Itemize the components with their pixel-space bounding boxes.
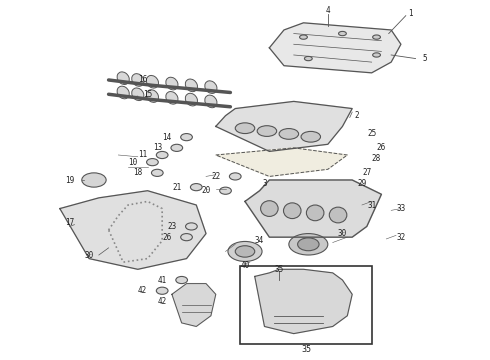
Text: 26: 26 bbox=[162, 233, 171, 242]
Ellipse shape bbox=[299, 35, 307, 39]
Ellipse shape bbox=[329, 207, 347, 223]
Text: 28: 28 bbox=[372, 154, 381, 163]
Ellipse shape bbox=[279, 129, 298, 139]
Polygon shape bbox=[216, 102, 352, 152]
Ellipse shape bbox=[147, 90, 158, 102]
Text: 14: 14 bbox=[162, 132, 171, 141]
Text: 35: 35 bbox=[301, 345, 311, 354]
Ellipse shape bbox=[228, 242, 262, 261]
Ellipse shape bbox=[117, 72, 129, 85]
Ellipse shape bbox=[373, 53, 380, 57]
Text: 40: 40 bbox=[241, 261, 249, 270]
Ellipse shape bbox=[304, 57, 312, 61]
Text: 31: 31 bbox=[367, 201, 376, 210]
Ellipse shape bbox=[373, 35, 380, 39]
Polygon shape bbox=[60, 191, 206, 269]
Ellipse shape bbox=[284, 301, 313, 316]
Ellipse shape bbox=[301, 131, 320, 142]
Ellipse shape bbox=[147, 158, 158, 166]
Ellipse shape bbox=[117, 86, 129, 99]
Text: 29: 29 bbox=[357, 179, 367, 188]
Ellipse shape bbox=[191, 184, 202, 191]
Ellipse shape bbox=[156, 152, 168, 158]
Ellipse shape bbox=[339, 31, 346, 36]
Polygon shape bbox=[216, 148, 347, 176]
Ellipse shape bbox=[235, 246, 255, 257]
Text: 34: 34 bbox=[255, 236, 264, 245]
Ellipse shape bbox=[82, 173, 106, 187]
Ellipse shape bbox=[272, 294, 325, 323]
Text: 5: 5 bbox=[423, 54, 428, 63]
Text: 42: 42 bbox=[158, 297, 167, 306]
Polygon shape bbox=[255, 269, 352, 334]
Text: 18: 18 bbox=[133, 168, 143, 177]
Text: 21: 21 bbox=[172, 183, 181, 192]
Text: 3: 3 bbox=[262, 179, 267, 188]
Ellipse shape bbox=[166, 91, 178, 104]
Ellipse shape bbox=[147, 76, 158, 88]
Text: 32: 32 bbox=[396, 233, 406, 242]
Text: 2: 2 bbox=[355, 111, 359, 120]
Ellipse shape bbox=[185, 79, 197, 92]
Text: 4: 4 bbox=[325, 6, 330, 15]
Text: 19: 19 bbox=[65, 176, 74, 185]
Ellipse shape bbox=[181, 134, 193, 141]
Text: 41: 41 bbox=[158, 275, 167, 284]
Text: 30: 30 bbox=[338, 229, 347, 238]
Text: 16: 16 bbox=[138, 76, 147, 85]
Ellipse shape bbox=[166, 77, 178, 90]
Text: 42: 42 bbox=[138, 286, 147, 295]
Ellipse shape bbox=[297, 238, 319, 251]
Ellipse shape bbox=[176, 276, 188, 284]
Ellipse shape bbox=[306, 205, 324, 221]
Text: 17: 17 bbox=[65, 219, 74, 228]
Bar bbox=[240, 266, 372, 344]
Ellipse shape bbox=[132, 88, 144, 100]
Text: 10: 10 bbox=[128, 158, 138, 167]
Ellipse shape bbox=[132, 74, 144, 86]
Text: 26: 26 bbox=[377, 143, 386, 152]
Text: 11: 11 bbox=[138, 150, 147, 159]
Text: 13: 13 bbox=[153, 143, 162, 152]
Ellipse shape bbox=[229, 173, 241, 180]
Ellipse shape bbox=[205, 81, 217, 94]
Ellipse shape bbox=[257, 126, 277, 136]
Polygon shape bbox=[245, 180, 381, 237]
Text: 20: 20 bbox=[201, 186, 211, 195]
Text: 15: 15 bbox=[143, 90, 152, 99]
Ellipse shape bbox=[205, 95, 217, 108]
Ellipse shape bbox=[185, 93, 197, 106]
Ellipse shape bbox=[151, 169, 163, 176]
Text: 27: 27 bbox=[362, 168, 371, 177]
Polygon shape bbox=[270, 23, 401, 73]
Text: 1: 1 bbox=[408, 9, 413, 18]
Ellipse shape bbox=[289, 234, 328, 255]
Ellipse shape bbox=[181, 234, 193, 241]
Ellipse shape bbox=[261, 201, 278, 216]
Ellipse shape bbox=[171, 144, 183, 152]
Polygon shape bbox=[172, 284, 216, 327]
Ellipse shape bbox=[220, 187, 231, 194]
Ellipse shape bbox=[235, 123, 255, 134]
Text: 22: 22 bbox=[211, 172, 220, 181]
Text: 35: 35 bbox=[274, 265, 284, 274]
Text: 23: 23 bbox=[167, 222, 176, 231]
Text: 30: 30 bbox=[84, 251, 94, 260]
Text: 25: 25 bbox=[367, 129, 376, 138]
Text: 33: 33 bbox=[396, 204, 406, 213]
Ellipse shape bbox=[156, 287, 168, 294]
Ellipse shape bbox=[284, 203, 301, 219]
Ellipse shape bbox=[186, 223, 197, 230]
